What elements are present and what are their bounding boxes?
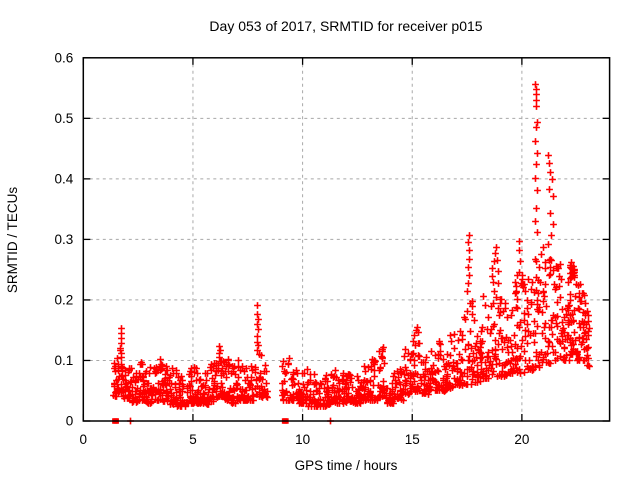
- chart-title: Day 053 of 2017, SRMTID for receiver p01…: [209, 18, 482, 34]
- y-tick-label: 0: [66, 414, 74, 429]
- x-tick-label: 20: [514, 432, 529, 447]
- y-tick-label: 0.2: [55, 292, 74, 307]
- scatter-points-path: [110, 81, 593, 410]
- x-tick-labels: 0 5 10 15 20: [80, 432, 530, 447]
- y-tick-label: 0.4: [55, 171, 74, 186]
- y-tick-label: 0.6: [55, 50, 74, 65]
- x-tick-label: 10: [295, 432, 310, 447]
- y-tick-label: 0.5: [55, 111, 74, 126]
- axis-ticks: [82, 57, 610, 422]
- x-axis-label: GPS time / hours: [295, 458, 398, 473]
- y-axis-label: SRMTID / TECUs: [5, 187, 20, 294]
- y-tick-label: 0.1: [55, 353, 74, 368]
- x-tick-label: 5: [189, 432, 197, 447]
- data-points: [110, 81, 593, 410]
- x-tick-label: 0: [80, 432, 88, 447]
- x-tick-label: 15: [405, 432, 420, 447]
- y-tick-labels: 0 0.1 0.2 0.3 0.4 0.5 0.6: [55, 50, 74, 428]
- y-tick-label: 0.3: [55, 232, 74, 247]
- grid-lines: [83, 57, 610, 421]
